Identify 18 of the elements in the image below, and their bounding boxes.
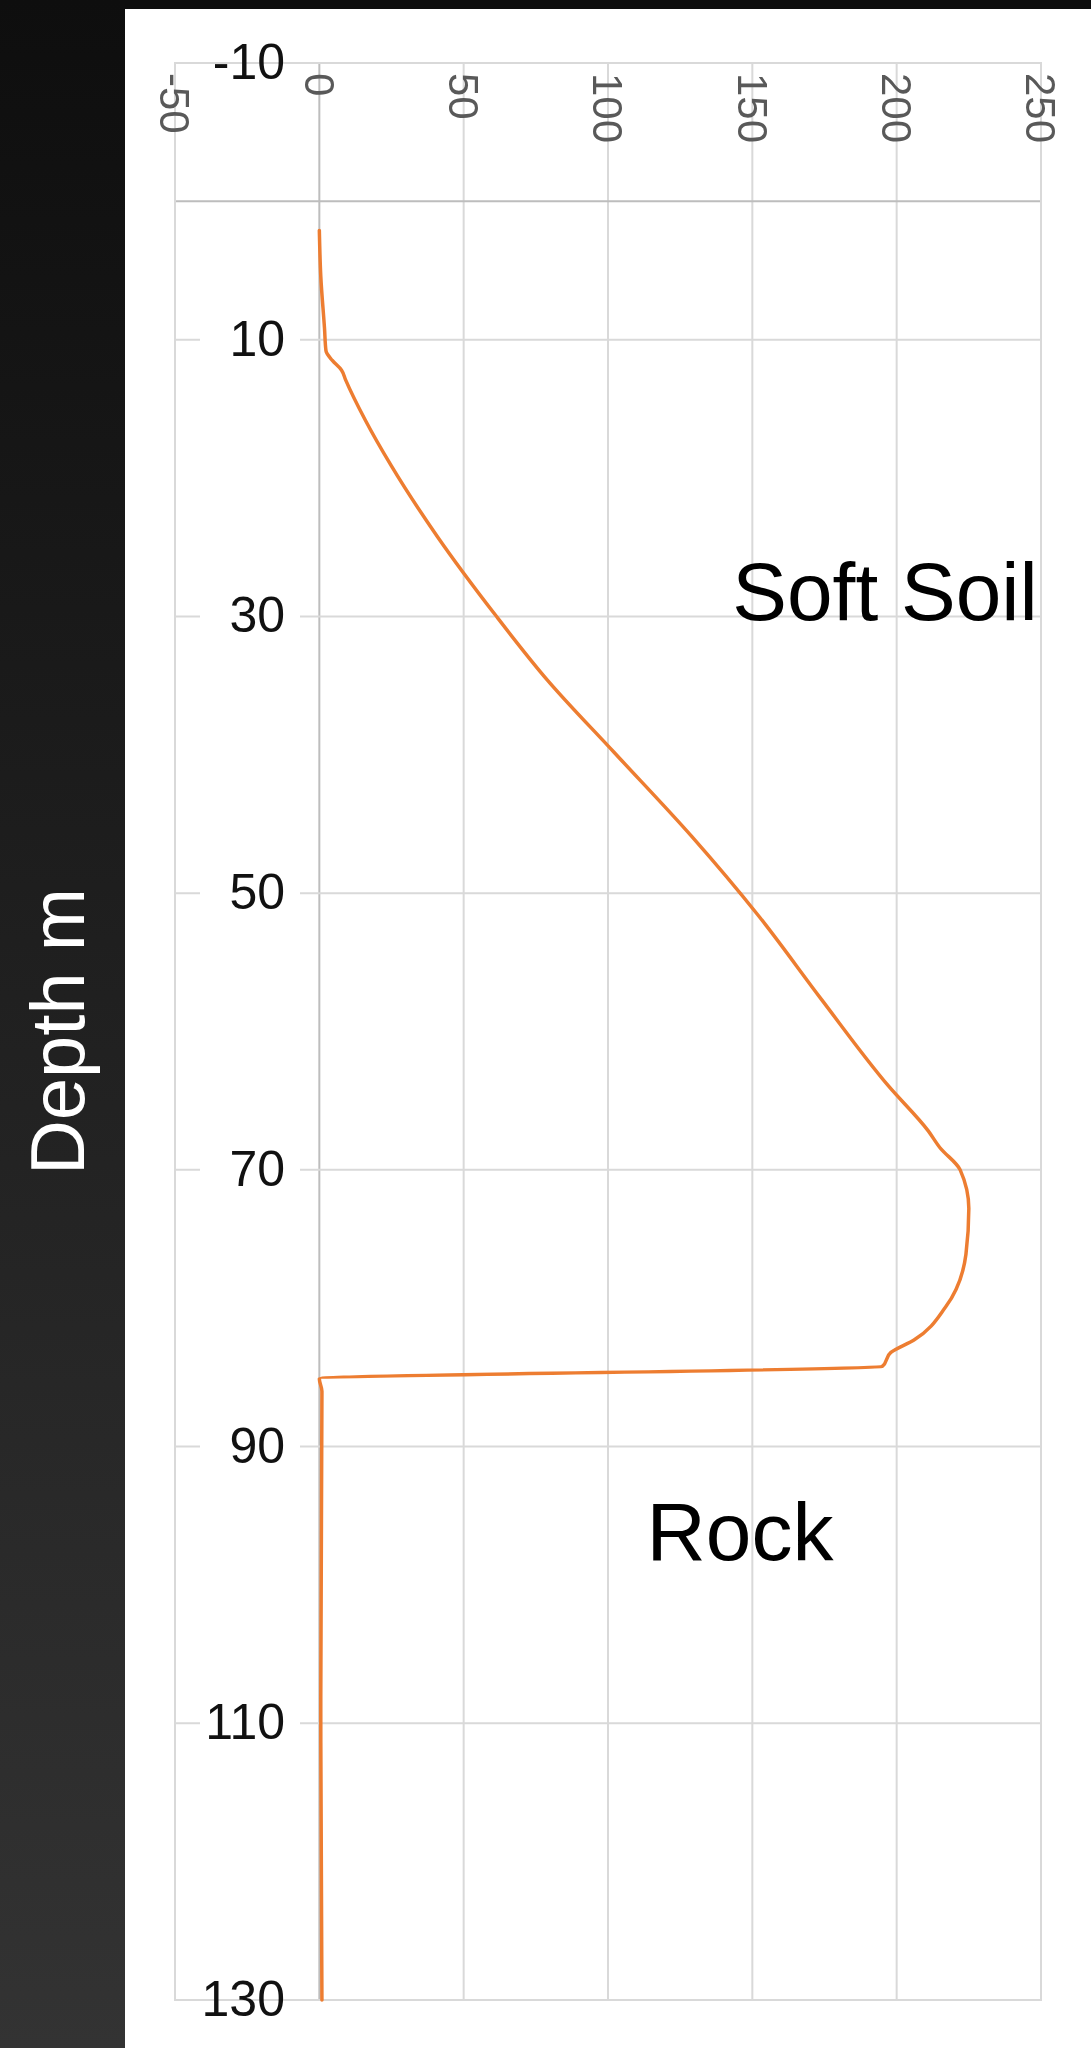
y-tick-label: 70 (229, 1140, 285, 1197)
annotation: Soft Soil (732, 546, 1038, 637)
x-tick-label: 200 (872, 73, 920, 144)
x-tick-label: 100 (584, 73, 632, 144)
x-tick-label: 250 (1017, 73, 1065, 144)
y-tick-label: -10 (212, 34, 285, 90)
y-tick-label: 90 (229, 1417, 285, 1474)
y-tick-label: 50 (229, 864, 285, 921)
y-tick-label: 110 (205, 1694, 285, 1751)
x-tick-label: 150 (728, 73, 776, 144)
x-tick-label: 50 (439, 73, 487, 120)
y-tick-label: 10 (229, 310, 285, 367)
annotation: Rock (646, 1486, 835, 1577)
y-tick-label: 130 (201, 1971, 285, 2027)
y-tick-label: 30 (229, 587, 285, 644)
x-tick-label: -50 (151, 73, 199, 134)
x-tick-label: 0 (295, 73, 343, 97)
y-axis-title: Depth m (15, 887, 100, 1176)
